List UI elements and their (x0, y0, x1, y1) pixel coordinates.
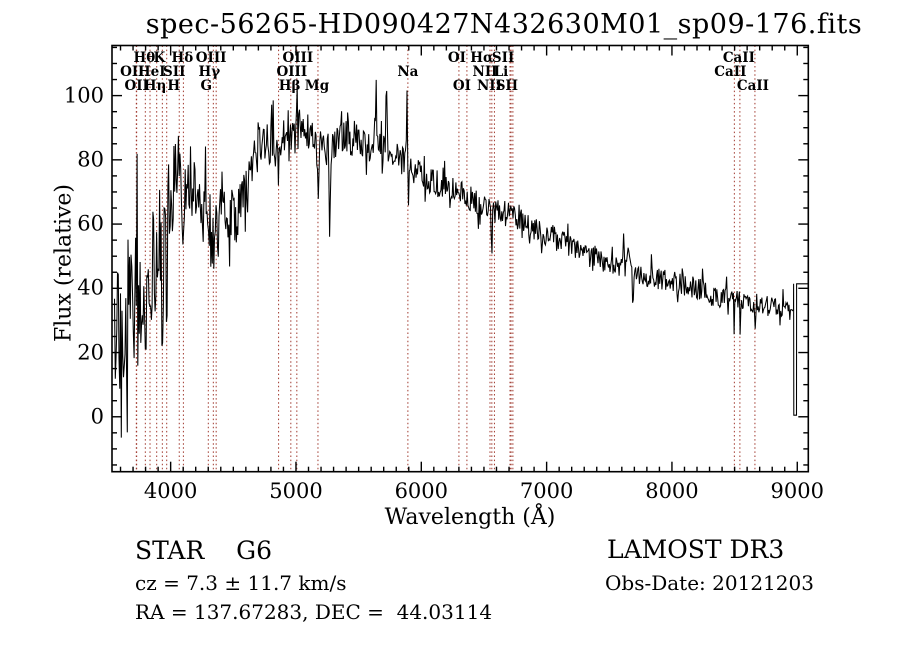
ra-dec-text: RA = 137.67283, DEC = 44.03114 (135, 600, 493, 624)
spectral-line-label: Hβ (279, 78, 301, 94)
spectral-line-label: OII (120, 64, 144, 80)
spectral-line-label: K (153, 50, 166, 66)
survey-release-text: LAMOST DR3 (607, 535, 785, 564)
y-tick-label: 20 (77, 340, 104, 365)
spectral-line-label: SII (496, 78, 518, 94)
spectral-line-label: CaII (737, 78, 769, 94)
x-tick-label: 5000 (269, 479, 323, 503)
spectral-line-label: Hδ (172, 50, 194, 66)
spectral-line-label: SII (163, 64, 185, 80)
x-axis-title: Wavelength (Å) (384, 505, 556, 530)
obs-date-text: Obs-Date: 20121203 (605, 571, 814, 595)
spectral-line-label: OIII (282, 50, 313, 66)
spectral-line-label: H (167, 78, 180, 94)
y-tick-label: 0 (90, 404, 104, 429)
y-tick-label: 80 (77, 147, 104, 172)
spectral-line-label: Hθ (133, 50, 155, 66)
classification-text: STAR G6 (135, 536, 272, 565)
spectral-line-label: HeI (138, 64, 166, 80)
plot-frame (111, 44, 810, 473)
spectral-line-label: CaII (723, 50, 755, 66)
spectral-line-label: Hα (470, 50, 494, 66)
y-tick-label: 40 (77, 275, 104, 300)
spectral-line-label: OI (453, 78, 471, 94)
spectral-line-label: SII (492, 50, 514, 66)
spectral-line-label: Mg (305, 78, 330, 94)
spectral-line-label: G (201, 78, 213, 94)
spectral-line-label: OIII (196, 50, 227, 66)
spectral-line-label: Li (494, 64, 509, 80)
x-tick-label: 7000 (519, 479, 574, 503)
x-tick-label: 8000 (645, 479, 699, 503)
spectral-line-label: OIII (276, 64, 307, 80)
spectral-line-label: NII (472, 64, 497, 80)
spectral-line-label: OII (124, 78, 148, 94)
y-axis-title: Flux (relative) (51, 183, 77, 343)
y-tick-label: 100 (63, 83, 104, 108)
spectrum-trace (113, 79, 808, 438)
x-tick-label: 4000 (143, 479, 198, 503)
y-tick-label: 60 (77, 211, 104, 236)
spectral-line-label: Hη (144, 78, 167, 94)
spectral-line-label: OI (448, 50, 466, 66)
cz-velocity-text: cz = 7.3 ± 11.7 km/s (135, 571, 347, 595)
plot-title: spec-56265-HD090427N432630M01_sp09-176.f… (145, 9, 863, 40)
x-tick-label: 9000 (770, 479, 824, 503)
spectral-line-label: Na (397, 64, 418, 80)
spectral-line-label: Hγ (198, 64, 220, 80)
spectral-line-label: NII (477, 78, 502, 94)
x-tick-label: 6000 (394, 479, 449, 503)
spectral-line-label: CaII (714, 64, 746, 80)
